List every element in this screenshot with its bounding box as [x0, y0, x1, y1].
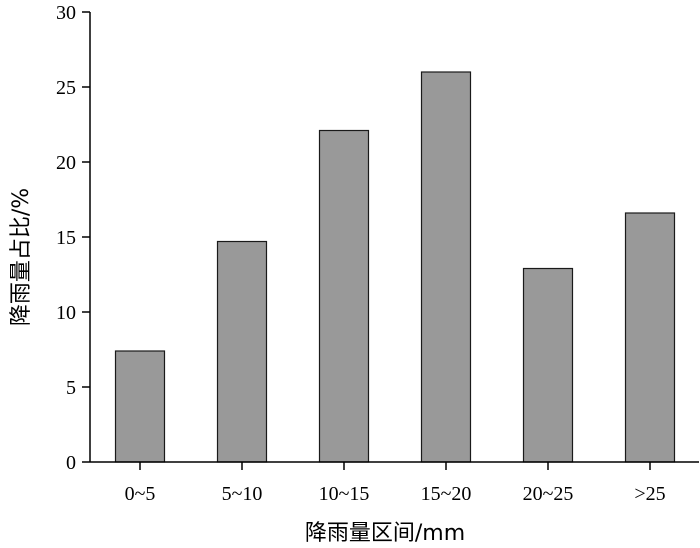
y-tick-label: 25: [56, 77, 76, 99]
x-tick-label: 0~5: [125, 483, 156, 505]
y-tick-label: 0: [66, 452, 76, 474]
bar-2: [318, 129, 370, 463]
y-tick-label: 30: [56, 2, 76, 24]
y-axis-ticks: 0 5 10 15 20 25 30: [56, 2, 90, 474]
x-tick-label: 5~10: [222, 483, 263, 505]
x-axis-ticks: 0~5 5~10 10~15 15~20 20~25 >25: [125, 462, 666, 505]
bar-5: [624, 212, 676, 463]
bar-4: [522, 267, 574, 463]
y-tick-label: 5: [66, 377, 76, 399]
x-axis-title: 降雨量区间/mm: [305, 521, 465, 546]
y-tick-label: 10: [56, 302, 76, 324]
y-tick-label: 20: [56, 152, 76, 174]
y-tick-label: 15: [56, 227, 76, 249]
bar-1: [216, 240, 268, 463]
bars-group: [114, 71, 676, 463]
x-tick-label: 15~20: [421, 483, 472, 505]
bar-0: [114, 350, 166, 463]
x-tick-label: 20~25: [523, 483, 574, 505]
x-tick-label: 10~15: [319, 483, 370, 505]
y-axis-title: 降雨量占比/%: [9, 188, 34, 326]
x-tick-label: >25: [634, 483, 665, 505]
bar-3: [420, 71, 472, 463]
